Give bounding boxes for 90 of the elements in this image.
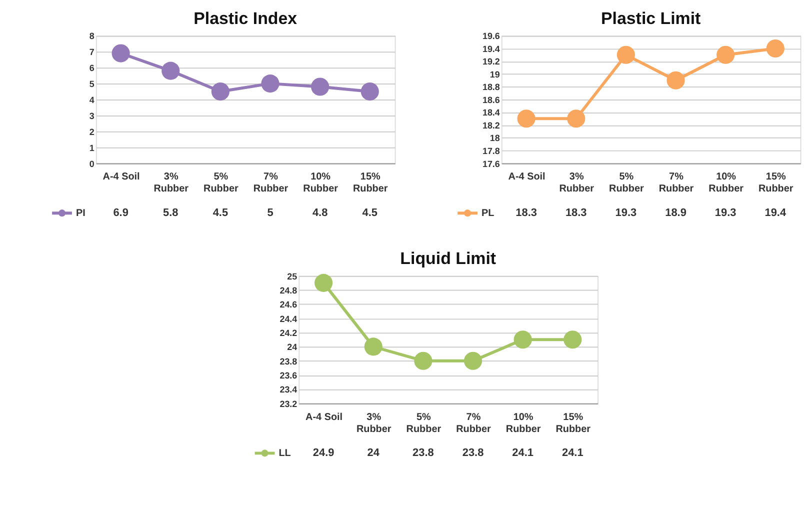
y-tick-label: 19.6 <box>482 31 500 42</box>
y-tick-label: 24.4 <box>280 314 298 324</box>
point <box>360 82 379 101</box>
chart-title: Plastic Index <box>194 8 298 28</box>
data-label: 19.4 <box>764 207 787 220</box>
x-tick-label: 5% Rubber <box>406 412 442 435</box>
chart-title: Liquid Limit <box>400 248 496 268</box>
y-tick-label: 19.2 <box>482 56 500 67</box>
point <box>564 330 582 349</box>
x-tick-label: 15% Rubber <box>352 172 388 195</box>
data-label: 4.5 <box>362 207 378 220</box>
data-label: 4.5 <box>212 207 228 220</box>
y-tick-label: 19 <box>490 69 500 80</box>
y-tick-label: 6 <box>89 63 94 74</box>
point <box>517 110 536 128</box>
x-tick-label: 10% Rubber <box>303 172 338 195</box>
y-tick-label: 2 <box>89 126 94 137</box>
point <box>464 352 482 370</box>
legend-label: PI <box>76 208 86 220</box>
y-tick-label: 17.8 <box>482 146 500 156</box>
x-tick-label: A-4 Soil <box>306 412 343 423</box>
y-tick-label: 24.6 <box>280 300 298 310</box>
y-tick-label: 0 <box>89 158 94 169</box>
data-label: 23.8 <box>412 447 434 460</box>
point <box>766 39 784 58</box>
data-label: 19.3 <box>714 207 736 220</box>
x-tick-label: 3% Rubber <box>559 172 594 195</box>
y-tick-label: 18 <box>490 133 500 144</box>
legend-label: PL <box>481 208 494 220</box>
point <box>364 338 382 356</box>
point <box>112 44 130 62</box>
data-label: 24.1 <box>562 447 584 460</box>
point <box>716 46 735 64</box>
point <box>211 82 230 101</box>
data-label: 18.3 <box>565 207 587 220</box>
point <box>567 110 586 128</box>
x-tick-label: 3% Rubber <box>154 172 189 195</box>
data-label: 4.8 <box>312 207 328 220</box>
y-tick-label: 23.6 <box>280 370 298 381</box>
point <box>514 330 532 349</box>
point <box>261 74 280 93</box>
data-label: 24.1 <box>512 447 534 460</box>
y-tick-label: 4 <box>89 94 94 105</box>
x-tick-label: A-4 Soil <box>508 172 546 183</box>
data-label: 5.8 <box>163 207 178 220</box>
x-tick-label: 7% Rubber <box>658 172 694 195</box>
data-label: 24 <box>367 447 380 460</box>
chart-title: Plastic Limit <box>601 8 702 28</box>
y-tick-label: 24.2 <box>280 328 298 338</box>
y-tick-label: 17.6 <box>482 158 500 169</box>
y-tick-label: 23.2 <box>280 398 298 409</box>
y-tick-label: 8 <box>89 31 94 42</box>
point <box>414 352 432 370</box>
y-tick-label: 19.4 <box>482 44 500 54</box>
point <box>311 78 330 96</box>
x-tick-label: 10% Rubber <box>708 172 744 195</box>
data-label: 6.9 <box>113 207 128 220</box>
y-tick-label: 18.2 <box>482 120 500 130</box>
y-tick-label: 3 <box>89 110 94 121</box>
x-tick-label: 7% Rubber <box>253 172 288 195</box>
y-tick-label: 23.4 <box>280 384 298 395</box>
y-tick-label: 25 <box>287 271 298 282</box>
data-label: 5 <box>267 207 274 220</box>
data-label: 24.9 <box>312 447 334 460</box>
data-label: 18.9 <box>665 207 686 220</box>
x-tick-label: A-4 Soil <box>102 172 140 183</box>
x-tick-label: 7% Rubber <box>456 412 492 435</box>
x-tick-label: 10% Rubber <box>506 412 541 435</box>
data-label: 18.3 <box>516 207 537 220</box>
y-tick-label: 5 <box>89 79 94 90</box>
y-tick-label: 1 <box>89 142 94 153</box>
data-label: 23.8 <box>462 447 484 460</box>
y-tick-label: 24 <box>287 342 298 352</box>
y-tick-label: 7 <box>89 47 94 58</box>
x-tick-label: 5% Rubber <box>204 172 238 195</box>
x-tick-label: 15% Rubber <box>758 172 794 195</box>
x-tick-label: 5% Rubber <box>609 172 644 195</box>
point <box>666 71 685 90</box>
y-tick-label: 24.8 <box>280 286 298 296</box>
data-label: 19.3 <box>615 207 637 220</box>
point <box>314 274 333 292</box>
x-tick-label: 15% Rubber <box>556 412 591 435</box>
y-tick-label: 18.4 <box>482 108 500 118</box>
point <box>162 62 180 80</box>
y-tick-label: 18.6 <box>482 94 500 105</box>
point <box>616 46 635 64</box>
x-tick-label: 3% Rubber <box>356 412 392 435</box>
y-tick-label: 18.8 <box>482 82 500 92</box>
legend-label: LL <box>278 448 291 460</box>
y-tick-label: 23.8 <box>280 356 298 366</box>
